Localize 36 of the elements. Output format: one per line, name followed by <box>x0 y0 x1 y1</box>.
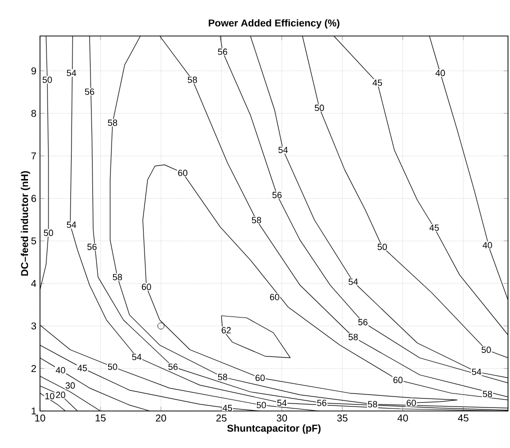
x-tick-label: 40 <box>397 414 408 422</box>
y-tick-label: 3 <box>31 322 36 330</box>
y-tick-label: 2 <box>31 365 36 372</box>
annotation: 56 <box>87 244 97 250</box>
annotation: 50 <box>314 104 324 112</box>
y-tick-label: 6 <box>31 194 36 202</box>
y-tick-label: 1 <box>32 408 36 414</box>
x-tick-label: 15 <box>96 414 106 422</box>
annotation: 50 <box>44 230 54 236</box>
x-tick-label: 25 <box>216 414 227 422</box>
y-tick-label: 7 <box>31 152 36 160</box>
x-tick-label: 35 <box>337 414 348 422</box>
annotation: 54 <box>66 70 76 76</box>
x-tick-label: 30 <box>276 414 288 422</box>
annotation: 58 <box>482 390 492 398</box>
y-tick-label: 5 <box>31 237 36 244</box>
annotation: 56 <box>218 48 228 55</box>
x-tick-label: 20 <box>156 414 166 422</box>
chart-title: Power Added Efficiency (%) <box>208 19 340 28</box>
annotation: 54 <box>66 222 76 228</box>
annotation: 50 <box>42 76 52 83</box>
annotation: 40 <box>482 242 492 248</box>
annotation: 62 <box>222 327 231 334</box>
annotation: 60 <box>270 294 280 300</box>
annotation: 58 <box>112 274 122 280</box>
annotation: 10 <box>45 392 54 400</box>
x-tick-label: 45 <box>458 414 468 422</box>
y-axis-title: DC–feed inductor (nH) <box>20 171 30 276</box>
annotation: 30 <box>66 382 75 389</box>
x-tick-label: 10 <box>35 414 46 422</box>
y-tick-label: 8 <box>31 110 36 117</box>
y-tick-label: 4 <box>31 280 36 287</box>
annotation: 56 <box>84 88 94 95</box>
x-axis-title: Shuntcapacitor (pF) <box>227 424 321 434</box>
y-tick-label: 9 <box>31 67 36 74</box>
annotation: 45 <box>429 224 439 231</box>
